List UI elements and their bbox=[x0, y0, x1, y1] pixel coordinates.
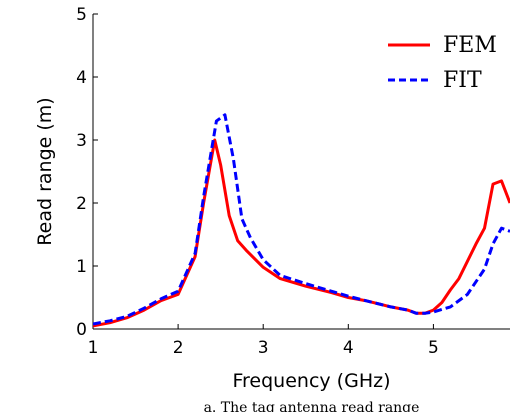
tick-marks bbox=[92, 13, 434, 330]
x-tick-label: 2 bbox=[173, 338, 184, 358]
x-tick-label: 4 bbox=[343, 338, 354, 358]
series-fem-line bbox=[93, 138, 510, 328]
y-tick-label: 4 bbox=[76, 68, 87, 88]
x-tick-label: 5 bbox=[428, 338, 439, 358]
series-fit-line bbox=[93, 113, 510, 326]
y-tick-label: 5 bbox=[76, 5, 87, 25]
y-tick-label: 2 bbox=[76, 194, 87, 214]
x-axis-title: Frequency (GHz) bbox=[232, 370, 390, 392]
legend: FEM FIT bbox=[388, 33, 497, 93]
y-tick-label: 0 bbox=[76, 320, 87, 340]
series-layer bbox=[93, 113, 510, 328]
plot-axes bbox=[92, 14, 510, 330]
legend-label-fem: FEM bbox=[443, 33, 497, 58]
y-tick-label: 3 bbox=[76, 131, 87, 151]
legend-label-fit: FIT bbox=[443, 68, 482, 93]
y-tick-label: 1 bbox=[76, 257, 87, 277]
x-tick-label: 3 bbox=[258, 338, 269, 358]
y-axis-title: Read range (m) bbox=[34, 97, 56, 245]
x-tick-label: 1 bbox=[88, 338, 99, 358]
figure-caption: a. The tag antenna read range bbox=[204, 400, 420, 412]
